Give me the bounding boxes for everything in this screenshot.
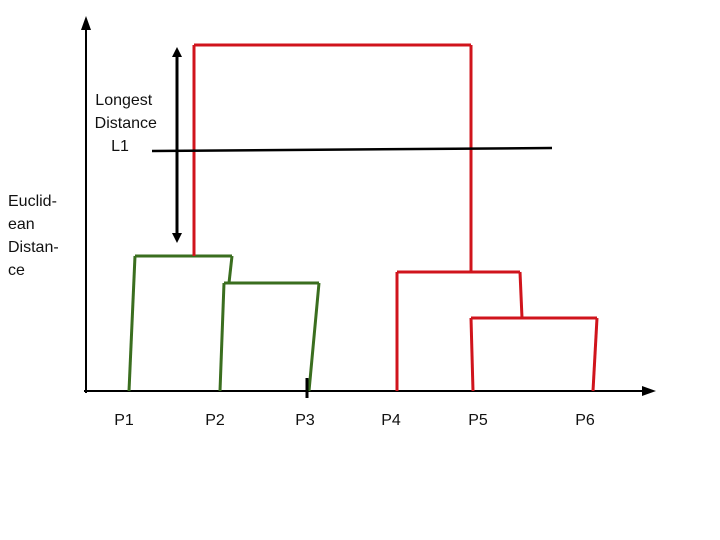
y-axis-label-line: Euclid- xyxy=(8,193,57,210)
leaf-label-p2: P2 xyxy=(205,412,225,429)
dendrogram-link xyxy=(218,282,226,392)
y-axis-label-line: ce xyxy=(8,262,25,279)
x-axis-arrowhead xyxy=(642,386,656,396)
dendrogram-link xyxy=(518,271,524,319)
leaf-label-p1: P1 xyxy=(114,412,134,429)
leaf-label-p4: P4 xyxy=(381,412,401,429)
leaf-label-p5: P5 xyxy=(468,412,488,429)
dendrogram-link xyxy=(591,317,599,392)
dendrogram-link xyxy=(469,317,475,392)
y-axis-label-line: ean xyxy=(8,216,35,233)
dendrogram-link xyxy=(127,255,137,392)
annotation-line: Distance xyxy=(95,115,157,132)
dendrogram-link xyxy=(227,255,234,284)
longest-distance-annotation: Longest Distance L1 xyxy=(95,92,162,155)
y-axis-arrowhead xyxy=(81,16,91,30)
annotation-line: Longest xyxy=(95,92,152,109)
leaf-label-p6: P6 xyxy=(575,412,595,429)
annotation-line: L1 xyxy=(111,138,129,155)
leaf-label-p3: P3 xyxy=(295,412,315,429)
red-cluster xyxy=(192,43,599,392)
y-axis-label-line: Distan- xyxy=(8,239,59,256)
dendrogram-link xyxy=(307,282,321,392)
y-axis-label: Euclid- ean Distan- ce xyxy=(8,193,63,279)
cut-line-l1 xyxy=(151,146,553,153)
green-cluster xyxy=(127,254,321,392)
